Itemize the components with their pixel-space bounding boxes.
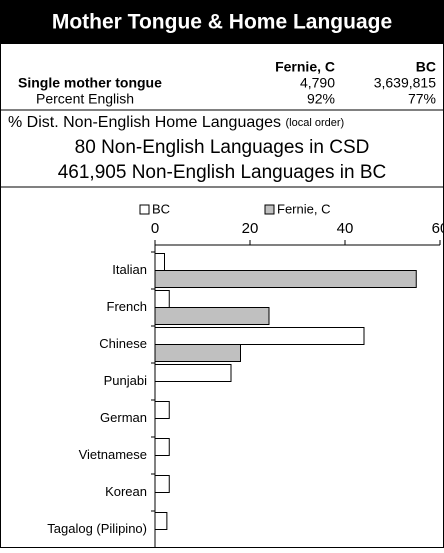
row-label: Percent English <box>36 91 134 107</box>
x-tick-label: 40 <box>337 220 354 237</box>
note-main: % Dist. Non-English Home Languages <box>8 114 281 131</box>
y-tick-label: Vietnamese <box>79 447 147 462</box>
note: 461,905 Non-English Languages in BC <box>58 162 387 183</box>
bar <box>154 401 170 419</box>
cell: 4,790 <box>300 75 335 91</box>
y-tick-label: Punjabi <box>104 373 147 388</box>
row-label: Single mother tongue <box>18 75 162 91</box>
title-bar <box>0 0 444 44</box>
note: 80 Non-English Languages in CSD <box>75 137 370 158</box>
x-tick-label: 60 <box>432 220 444 237</box>
column-header: BC <box>416 59 436 75</box>
bar <box>154 307 270 325</box>
cell: 92% <box>307 91 335 107</box>
y-tick-label: German <box>100 410 147 425</box>
legend-label: BC <box>152 201 170 216</box>
bar <box>154 270 417 288</box>
y-tick-label: French <box>107 299 147 314</box>
bar <box>154 364 232 382</box>
x-tick-label: 20 <box>242 220 259 237</box>
bar <box>154 327 365 345</box>
bar <box>154 512 168 530</box>
y-tick-label: Chinese <box>99 336 147 351</box>
title: Mother Tongue & Home Language <box>52 11 392 34</box>
note-small: (local order) <box>285 117 344 129</box>
note: % Dist. Non-English Home Languages (loca… <box>8 114 344 131</box>
legend-swatch <box>264 204 275 215</box>
legend-label: Fernie, C <box>277 201 330 216</box>
cell: 77% <box>408 91 436 107</box>
legend-swatch <box>139 204 150 215</box>
y-tick-label: Tagalog (Pilipino) <box>47 521 147 536</box>
bar <box>154 253 165 271</box>
bar <box>154 475 170 493</box>
y-tick-label: Italian <box>112 262 147 277</box>
column-header: Fernie, C <box>275 59 335 75</box>
cell: 3,639,815 <box>374 75 436 91</box>
bar <box>154 438 170 456</box>
y-tick-label: Korean <box>105 484 147 499</box>
x-tick-label: 0 <box>151 220 159 237</box>
bar <box>154 344 241 362</box>
bar <box>154 290 170 308</box>
